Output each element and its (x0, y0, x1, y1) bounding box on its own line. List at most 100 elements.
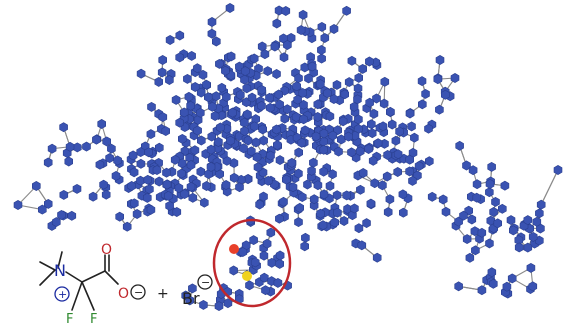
network-node (317, 45, 326, 55)
network-node (536, 199, 546, 210)
network-node (344, 77, 354, 88)
network-node (301, 232, 310, 243)
ammonium-charge-circle (54, 286, 70, 302)
network-node (225, 3, 235, 13)
network-node (212, 36, 221, 47)
network-node (64, 156, 73, 167)
network-node (287, 157, 297, 168)
network-node (200, 197, 209, 208)
network-node (383, 207, 393, 218)
network-node (59, 189, 69, 200)
network-node (477, 285, 487, 296)
network-node (441, 206, 451, 217)
network-node (487, 161, 496, 172)
network-node (350, 203, 359, 214)
network-node (243, 135, 253, 146)
network-node (275, 155, 285, 166)
network-node (128, 150, 138, 161)
network-node (309, 194, 319, 205)
network-node (485, 178, 495, 189)
network-node (146, 204, 156, 215)
network-node (365, 56, 374, 67)
network-node (307, 165, 316, 176)
network-node (136, 68, 146, 79)
network-node (526, 262, 536, 273)
network-node (294, 147, 304, 158)
network-node (514, 242, 524, 253)
network-node (154, 176, 164, 187)
network-node (354, 223, 364, 234)
network-node (99, 179, 108, 190)
network-node (532, 216, 542, 227)
network-node (298, 87, 308, 98)
network-node (260, 272, 269, 283)
network-node (304, 73, 313, 84)
network-node (190, 145, 200, 156)
network-node (239, 143, 248, 154)
network-node (294, 73, 303, 84)
network-node (207, 28, 217, 39)
network-node (313, 112, 323, 122)
network-node (493, 218, 503, 229)
network-edge (540, 169, 559, 205)
network-node (356, 184, 365, 195)
network-node (136, 158, 146, 169)
network-node (309, 200, 319, 211)
network-node (382, 171, 392, 182)
network-node (146, 129, 156, 140)
network-node (294, 168, 303, 179)
network-node (226, 135, 235, 146)
network-node (162, 167, 171, 178)
network-node (186, 160, 196, 171)
network-node (251, 137, 261, 148)
network-node (147, 101, 156, 112)
network-node (370, 178, 380, 189)
network-node (332, 79, 342, 90)
network-node (72, 183, 82, 194)
oxygen-bottom-label: O (118, 286, 129, 302)
plus-sign: + (157, 286, 169, 302)
network-node (249, 235, 258, 246)
network-node (342, 5, 351, 16)
network-node (506, 215, 516, 226)
network-node (170, 154, 180, 165)
network-node (320, 33, 330, 43)
network-node (127, 181, 136, 191)
network-node (316, 208, 325, 219)
network-node (421, 88, 430, 99)
network-node (329, 94, 339, 105)
network-node (275, 258, 285, 269)
bromide-label: Br (182, 289, 200, 308)
network-node (263, 66, 273, 77)
network-node (105, 153, 114, 164)
network-node (380, 76, 390, 87)
network-node (211, 91, 221, 102)
network-node (365, 97, 374, 108)
network-node (405, 166, 414, 177)
network-node (261, 285, 270, 296)
network-node (379, 98, 389, 109)
network-node (136, 175, 145, 186)
network-node (202, 79, 211, 90)
network-node (188, 283, 197, 294)
network-node (37, 204, 47, 215)
network-node (307, 61, 317, 72)
network-node (155, 142, 164, 153)
network-node (266, 150, 275, 161)
network-node (319, 128, 329, 139)
network-node (144, 147, 153, 158)
network-node (313, 180, 323, 191)
network-node (414, 161, 424, 171)
network-node (95, 159, 105, 170)
network-node (319, 166, 328, 177)
network-node (462, 234, 472, 245)
network-node (88, 191, 98, 202)
network-node (242, 83, 252, 94)
network-node (240, 126, 249, 137)
network-node (281, 174, 291, 185)
network-node (143, 174, 152, 185)
network-node (336, 134, 346, 145)
network-node (259, 191, 268, 202)
network-node (241, 66, 250, 77)
network-node (97, 119, 106, 129)
